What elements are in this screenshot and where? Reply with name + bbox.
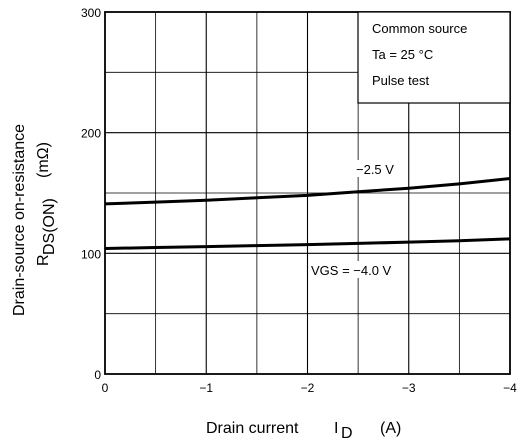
y-tick-label: 0 <box>94 368 101 382</box>
series-line-4-0v <box>104 237 511 250</box>
series-label-bg-4-0v <box>309 261 407 278</box>
x-axis-symbol: I <box>334 420 338 437</box>
x-tick-label: −1 <box>199 381 213 395</box>
y-tick-label: 200 <box>81 127 101 141</box>
condition-temperature: Ta = 25 °C <box>372 47 433 62</box>
x-axis-label: Drain current <box>206 420 299 437</box>
y-tick-label: 100 <box>81 247 101 261</box>
x-axis-unit: (A) <box>380 420 401 437</box>
y-axis-title: Drain-source on-resistance R DS(ON) (mΩ) <box>11 124 58 316</box>
series-lines <box>104 177 511 250</box>
grid <box>105 12 510 374</box>
condition-common-source: Common source <box>372 21 467 36</box>
tick-labels: 0 −1 −2 −3 −4 0 100 200 300 <box>81 6 517 395</box>
x-axis-title: Drain current I D (A) <box>206 420 401 442</box>
conditions-box <box>357 11 511 104</box>
plot-frame <box>104 11 511 375</box>
x-tick-label: 0 <box>102 381 109 395</box>
x-tick-label: −3 <box>402 381 416 395</box>
series-label-bg-2-5v <box>354 160 404 177</box>
y-axis-subscript: DS(ON) <box>41 198 58 255</box>
series-line-2-5v <box>104 177 511 206</box>
series-label-2-5v: −2.5 V <box>356 162 394 177</box>
y-axis-label: Drain-source on-resistance <box>11 124 28 316</box>
x-axis-subscript: D <box>341 425 353 442</box>
condition-pulse-test: Pulse test <box>372 73 429 88</box>
y-axis-unit: (mΩ) <box>35 142 52 178</box>
y-tick-label: 300 <box>81 6 101 20</box>
x-tick-label: −4 <box>503 381 517 395</box>
y-axis-symbol: R <box>35 254 52 266</box>
x-tick-label: −2 <box>301 381 315 395</box>
series-label-4-0v: VGS = −4.0 V <box>311 263 392 278</box>
conditions-legend: Common source Ta = 25 °C Pulse test <box>357 11 511 104</box>
